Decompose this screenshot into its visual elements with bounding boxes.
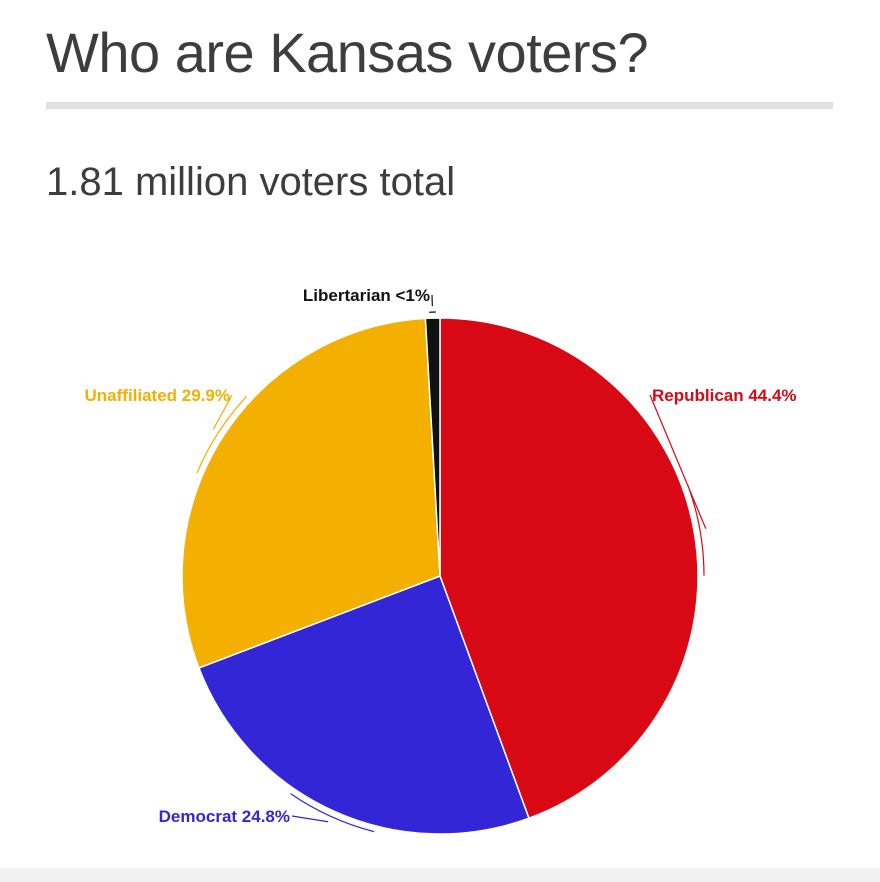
pie-slice-democrat	[197, 575, 530, 835]
slice-label-republican: Republican 44.4%	[652, 386, 797, 405]
leader-line-democrat	[290, 793, 375, 833]
leader-line-republican	[649, 394, 707, 576]
bottom-band	[0, 868, 880, 882]
chart-subtitle: 1.81 million voters total	[46, 160, 456, 204]
pie-slice-libertarian	[424, 317, 441, 577]
pie-slice-republican	[439, 317, 699, 820]
title-divider	[46, 102, 833, 109]
slice-labels: Republican 44.4% Democrat 24.8% Unaffiliat…	[85, 286, 797, 826]
pie-slice-unaffiliated	[181, 317, 441, 669]
leader-line-unaffiliated	[196, 394, 248, 474]
leader-line-libertarian	[429, 294, 436, 313]
slice-label-democrat: Democrat 24.8%	[159, 807, 290, 826]
slice-label-libertarian: Libertarian <1%	[303, 286, 430, 305]
slice-label-unaffiliated: Unaffiliated 29.9%	[85, 386, 231, 405]
chart-title: Who are Kansas voters?	[46, 21, 649, 84]
pie-slices	[181, 317, 699, 835]
leader-lines	[196, 294, 707, 833]
